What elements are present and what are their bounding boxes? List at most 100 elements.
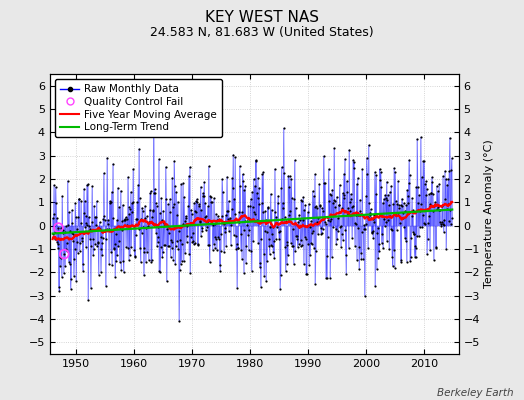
Point [383, 178, 391, 185]
Point [308, 230, 316, 236]
Point [137, 216, 145, 222]
Point [285, 212, 293, 218]
Point [442, 246, 451, 252]
Point [361, 226, 369, 232]
Point [434, 207, 443, 213]
Point [268, 242, 277, 249]
Point [64, 258, 73, 265]
Point [170, 158, 179, 164]
Point [324, 216, 332, 223]
Point [203, 218, 212, 225]
Point [148, 256, 156, 263]
Point [135, 194, 144, 201]
Point [381, 195, 390, 202]
Point [117, 267, 125, 273]
Point [427, 189, 435, 196]
Point [94, 240, 102, 246]
Point [176, 236, 184, 243]
Point [296, 223, 304, 229]
Point [378, 200, 387, 206]
Point [104, 217, 113, 223]
Point [281, 268, 290, 274]
Point [187, 206, 195, 213]
Point [52, 238, 61, 245]
Point [340, 170, 348, 177]
Point [93, 239, 102, 245]
Point [304, 200, 313, 207]
Point [331, 198, 339, 204]
Point [383, 197, 391, 203]
Point [416, 223, 424, 230]
Point [342, 252, 350, 258]
Point [59, 227, 68, 234]
Point [290, 260, 298, 267]
Point [148, 208, 157, 214]
Point [171, 261, 180, 267]
Point [175, 318, 183, 324]
Point [299, 194, 308, 200]
Point [236, 230, 245, 237]
Text: KEY WEST NAS: KEY WEST NAS [205, 10, 319, 25]
Point [393, 201, 401, 208]
Point [356, 208, 365, 214]
Point [304, 241, 312, 247]
Point [114, 242, 123, 249]
Point [246, 216, 254, 223]
Point [369, 228, 377, 234]
Point [231, 210, 239, 217]
Point [376, 166, 384, 172]
Point [278, 200, 287, 206]
Point [85, 223, 94, 229]
Point [352, 221, 360, 227]
Point [136, 259, 145, 265]
Point [321, 180, 330, 186]
Point [202, 227, 210, 233]
Point [303, 209, 312, 215]
Point [56, 262, 64, 269]
Point [431, 199, 440, 206]
Point [358, 166, 367, 172]
Point [60, 270, 68, 276]
Point [399, 214, 407, 221]
Point [208, 218, 216, 224]
Point [412, 184, 421, 190]
Point [329, 200, 337, 206]
Point [403, 187, 411, 194]
Point [217, 212, 226, 219]
Point [127, 188, 135, 195]
Point [201, 214, 209, 220]
Point [321, 221, 330, 228]
Point [57, 225, 65, 231]
Point [159, 207, 168, 214]
Point [448, 215, 456, 221]
Point [200, 179, 209, 185]
Point [375, 240, 383, 247]
Point [307, 240, 315, 246]
Point [283, 242, 292, 248]
Point [136, 245, 144, 252]
Point [161, 164, 170, 170]
Point [441, 168, 449, 174]
Point [385, 202, 393, 209]
Point [107, 189, 116, 195]
Point [339, 237, 347, 243]
Point [254, 175, 262, 181]
Point [353, 175, 362, 181]
Point [98, 252, 106, 258]
Point [439, 173, 447, 180]
Point [334, 228, 342, 234]
Point [432, 244, 440, 250]
Point [307, 218, 315, 224]
Point [150, 190, 158, 196]
Point [61, 229, 69, 235]
Point [343, 189, 352, 195]
Point [297, 243, 305, 250]
Point [348, 202, 357, 209]
Point [286, 208, 294, 214]
Point [328, 186, 336, 193]
Point [147, 188, 155, 194]
Point [116, 258, 124, 265]
Point [140, 272, 148, 279]
Point [252, 158, 260, 164]
Point [137, 230, 146, 236]
